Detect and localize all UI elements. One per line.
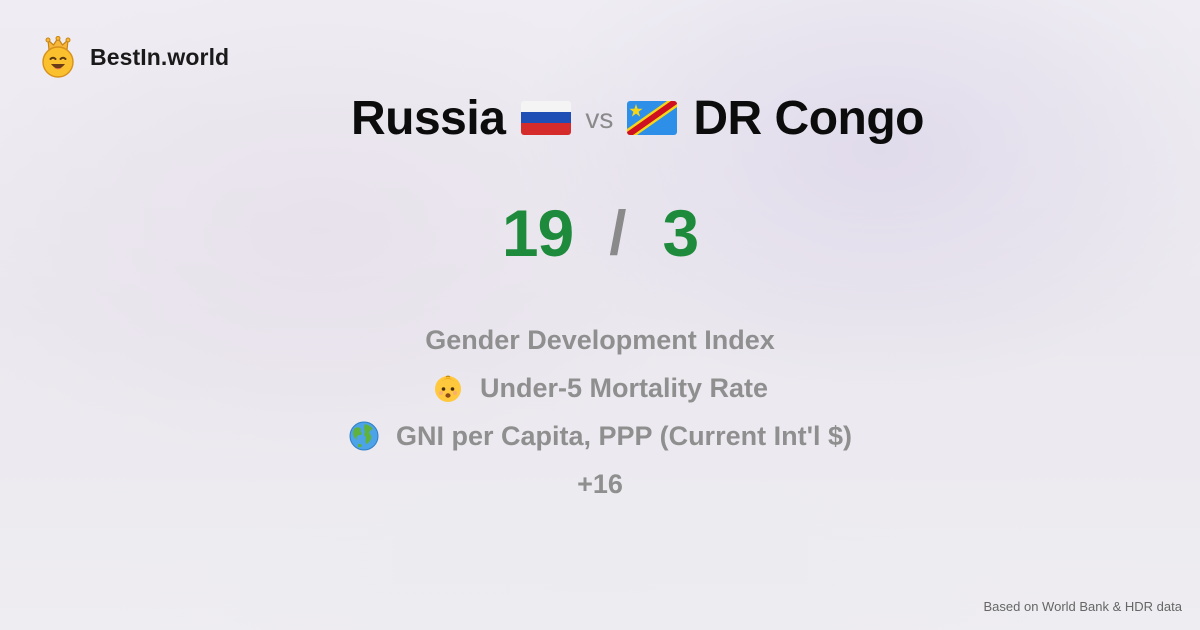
left-score: 19	[501, 196, 574, 270]
brand-name: BestIn.world	[90, 43, 230, 70]
metric-label: Gender Development Index	[425, 324, 775, 355]
score: 19 / 3	[0, 195, 1200, 271]
vs-label: vs	[585, 103, 614, 134]
left-country-name: Russia	[350, 91, 506, 145]
metric-list: Gender Development Index Under-5 Mortali…	[0, 316, 1200, 508]
metric-item: GNI per Capita, PPP (Current Int'l $)	[348, 412, 852, 460]
metric-item: Gender Development Index	[425, 316, 775, 364]
data-source-note: Based on World Bank & HDR data	[983, 599, 1182, 614]
baby-icon	[434, 375, 461, 402]
metric-label: GNI per Capita, PPP (Current Int'l $)	[396, 420, 852, 451]
right-country-name: DR Congo	[693, 91, 924, 145]
metric-item: Under-5 Mortality Rate	[432, 364, 768, 412]
globe-icon	[349, 421, 379, 451]
brand[interactable]: BestIn.world	[40, 36, 229, 78]
metric-label: Under-5 Mortality Rate	[479, 372, 769, 403]
russia-flag-icon	[521, 101, 572, 135]
comparison-title: Russia vs DR Congo	[0, 86, 1200, 150]
more-label: +16	[577, 468, 623, 499]
crown-smiley-icon	[42, 36, 74, 78]
score-separator: /	[609, 198, 627, 268]
more-metrics-count: +16	[577, 460, 623, 508]
dr-congo-flag-icon	[627, 101, 678, 135]
right-score: 3	[662, 196, 699, 270]
